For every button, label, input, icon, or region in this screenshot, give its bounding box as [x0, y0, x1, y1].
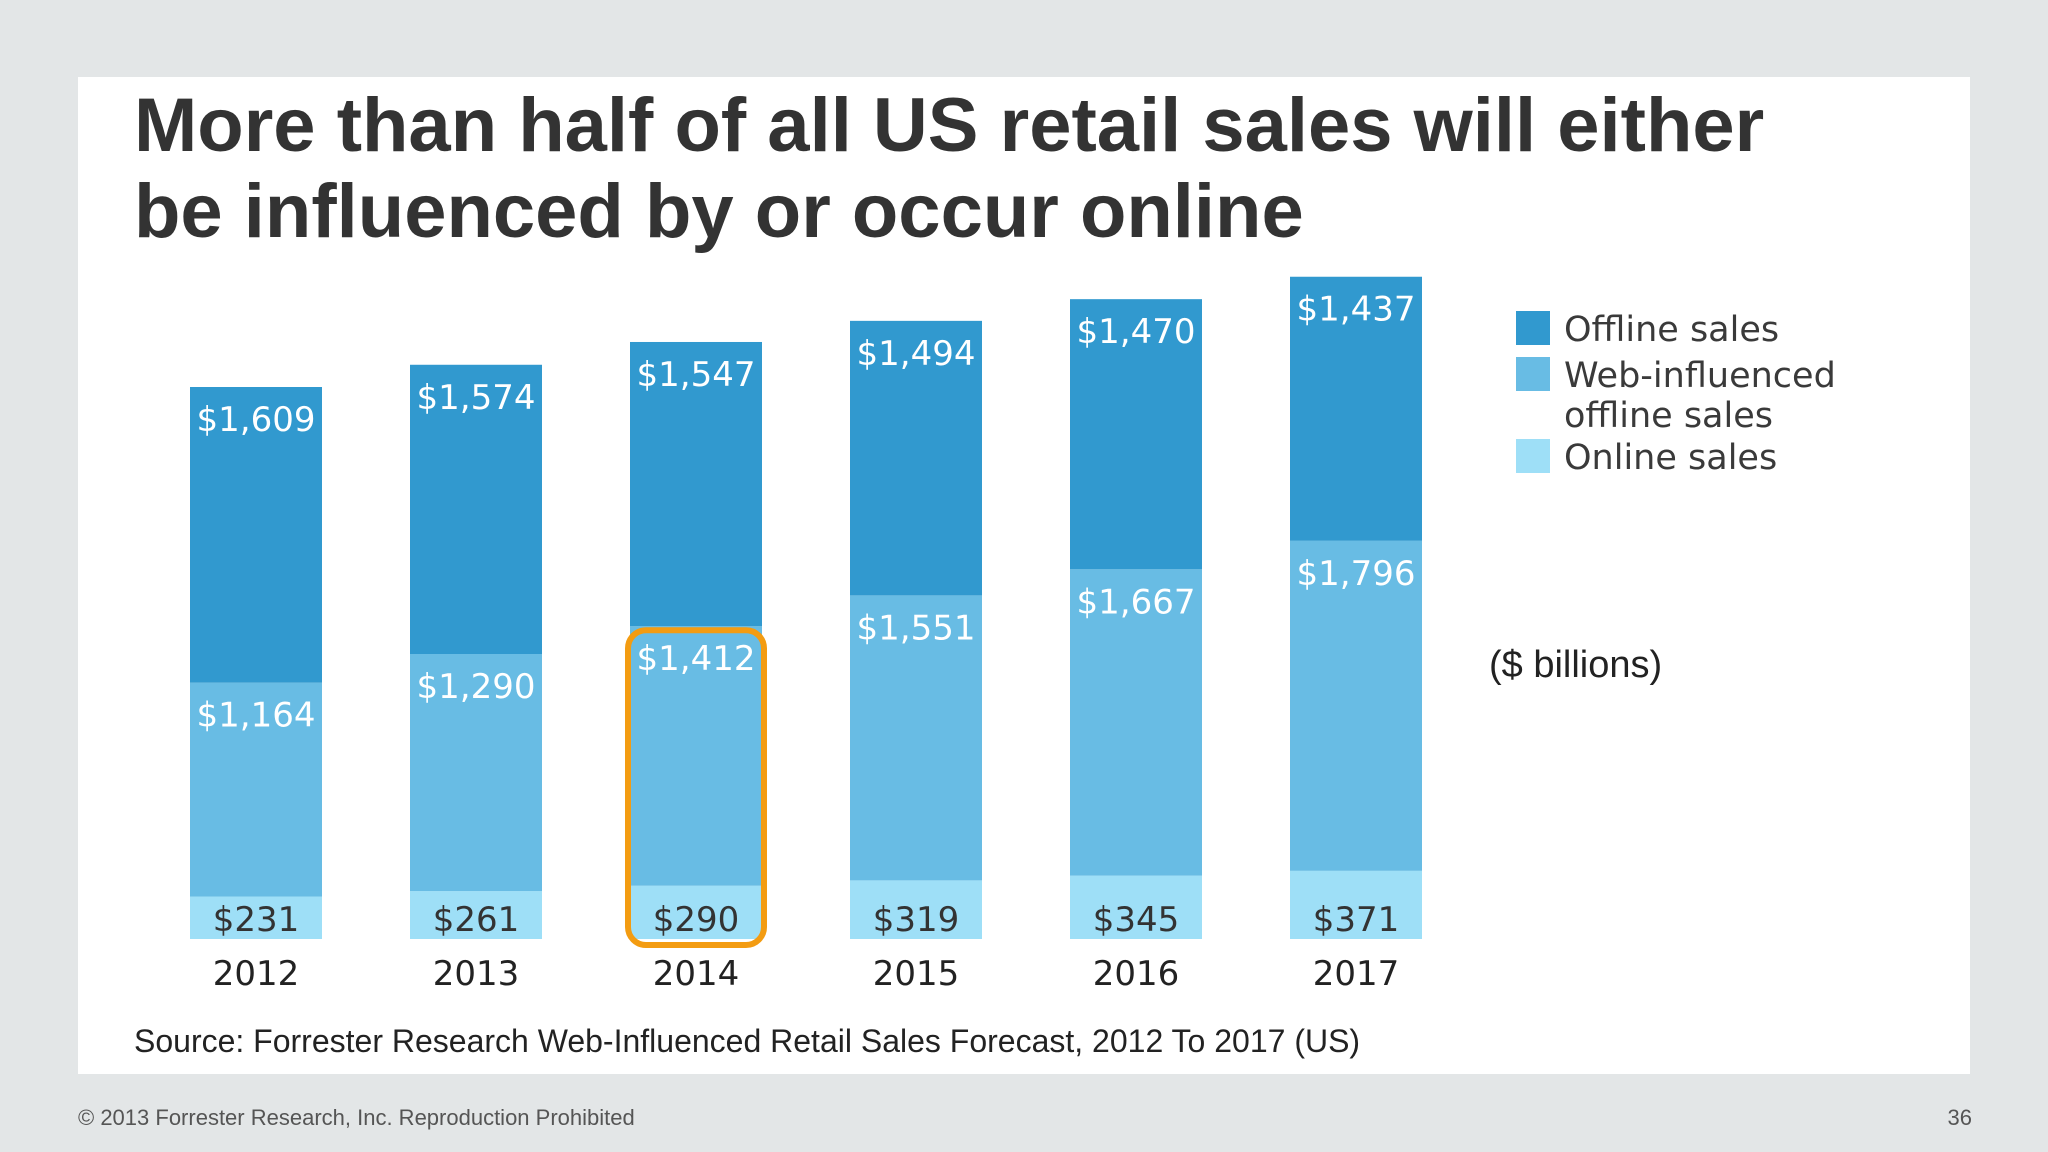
slide-title-line-1: More than half of all US retail sales wi… — [134, 83, 1765, 168]
data-label-offline-sales-2014: $1,547 — [637, 355, 756, 395]
bar-web-influenced-offline-sales-2012 — [190, 682, 322, 897]
bar-offline-sales-2017 — [1290, 276, 1422, 541]
data-label-offline-sales-2012: $1,609 — [197, 400, 316, 440]
bar-offline-sales-2013 — [410, 364, 542, 654]
bar-online-sales-2015 — [850, 880, 982, 939]
bar-offline-sales-2015 — [850, 320, 982, 596]
data-label-web-influenced-offline-sales-2017: $1,796 — [1297, 554, 1416, 594]
legend-label-online-sales: Online sales — [1564, 438, 1777, 478]
bar-online-sales-2013 — [410, 891, 542, 939]
bar-web-influenced-offline-sales-2015 — [850, 595, 982, 881]
legend-swatch-web-influenced-offline-sales — [1516, 357, 1550, 391]
x-tick-label-2015: 2015 — [873, 954, 960, 994]
bar-group: $231 $1,164 $1,609 2012 $261 $1,290 $1,574 2013… — [190, 276, 1422, 994]
legend-label-web-influenced-offline-sales: Web-influenced offline sales — [1564, 356, 1836, 436]
bar-online-sales-2012 — [190, 896, 322, 939]
data-label-online-sales-2016: $345 — [1093, 900, 1180, 940]
slide-title-line-2: be influenced by or occur online — [134, 169, 1304, 254]
x-tick-label-2014: 2014 — [653, 954, 740, 994]
data-label-online-sales-2015: $319 — [873, 900, 960, 940]
data-label-web-influenced-offline-sales-2013: $1,290 — [417, 667, 536, 707]
bar-online-sales-2014 — [630, 885, 762, 939]
data-label-offline-sales-2015: $1,494 — [857, 334, 976, 374]
data-label-offline-sales-2017: $1,437 — [1297, 290, 1416, 330]
bar-online-sales-2017 — [1290, 870, 1422, 939]
data-label-online-sales-2017: $371 — [1313, 900, 1400, 940]
source-note: Source: Forrester Research Web-Influence… — [134, 1023, 1361, 1059]
bar-web-influenced-offline-sales-2017 — [1290, 540, 1422, 871]
bar-web-influenced-offline-sales-2016 — [1070, 569, 1202, 876]
slide-title: More than half of all US retail sales wi… — [134, 83, 1914, 255]
legend-label-offline-sales: Offline sales — [1564, 310, 1779, 350]
bar-web-influenced-offline-sales-2014 — [630, 626, 762, 886]
slide-panel: More than half of all US retail sales wi… — [78, 77, 1970, 1074]
unit-note: ($ billions) — [1489, 644, 1663, 686]
data-label-web-influenced-offline-sales-2012: $1,164 — [197, 696, 316, 736]
x-tick-label-2017: 2017 — [1313, 954, 1400, 994]
data-label-web-influenced-offline-sales-2014: $1,412 — [637, 639, 756, 679]
bar-offline-sales-2016 — [1070, 299, 1202, 570]
page-number: 36 — [1947, 1105, 1972, 1130]
legend-swatch-offline-sales — [1516, 311, 1550, 345]
data-label-web-influenced-offline-sales-2016: $1,667 — [1077, 582, 1196, 622]
data-label-online-sales-2014: $290 — [653, 900, 740, 940]
bar-offline-sales-2014 — [630, 341, 762, 627]
x-tick-label-2013: 2013 — [433, 954, 520, 994]
stacked-bar-chart: $231 $1,164 $1,609 2012 $261 $1,290 $1,574 2013… — [190, 276, 1836, 994]
data-label-offline-sales-2016: $1,470 — [1077, 312, 1196, 352]
data-label-online-sales-2013: $261 — [433, 900, 520, 940]
x-tick-label-2016: 2016 — [1093, 954, 1180, 994]
data-label-offline-sales-2013: $1,574 — [417, 378, 536, 418]
x-tick-label-2012: 2012 — [213, 954, 300, 994]
data-label-web-influenced-offline-sales-2015: $1,551 — [857, 608, 976, 648]
legend-swatch-online-sales — [1516, 439, 1550, 473]
chart-legend: Offline sales Web-influenced offline sales… — [1516, 310, 1836, 478]
footer-copyright: © 2013 Forrester Research, Inc. Reproduc… — [78, 1105, 635, 1130]
data-label-online-sales-2012: $231 — [213, 900, 300, 940]
bar-offline-sales-2012 — [190, 387, 322, 683]
highlight-box-2014 — [625, 627, 767, 949]
bar-online-sales-2016 — [1070, 875, 1202, 939]
bar-web-influenced-offline-sales-2013 — [410, 653, 542, 892]
